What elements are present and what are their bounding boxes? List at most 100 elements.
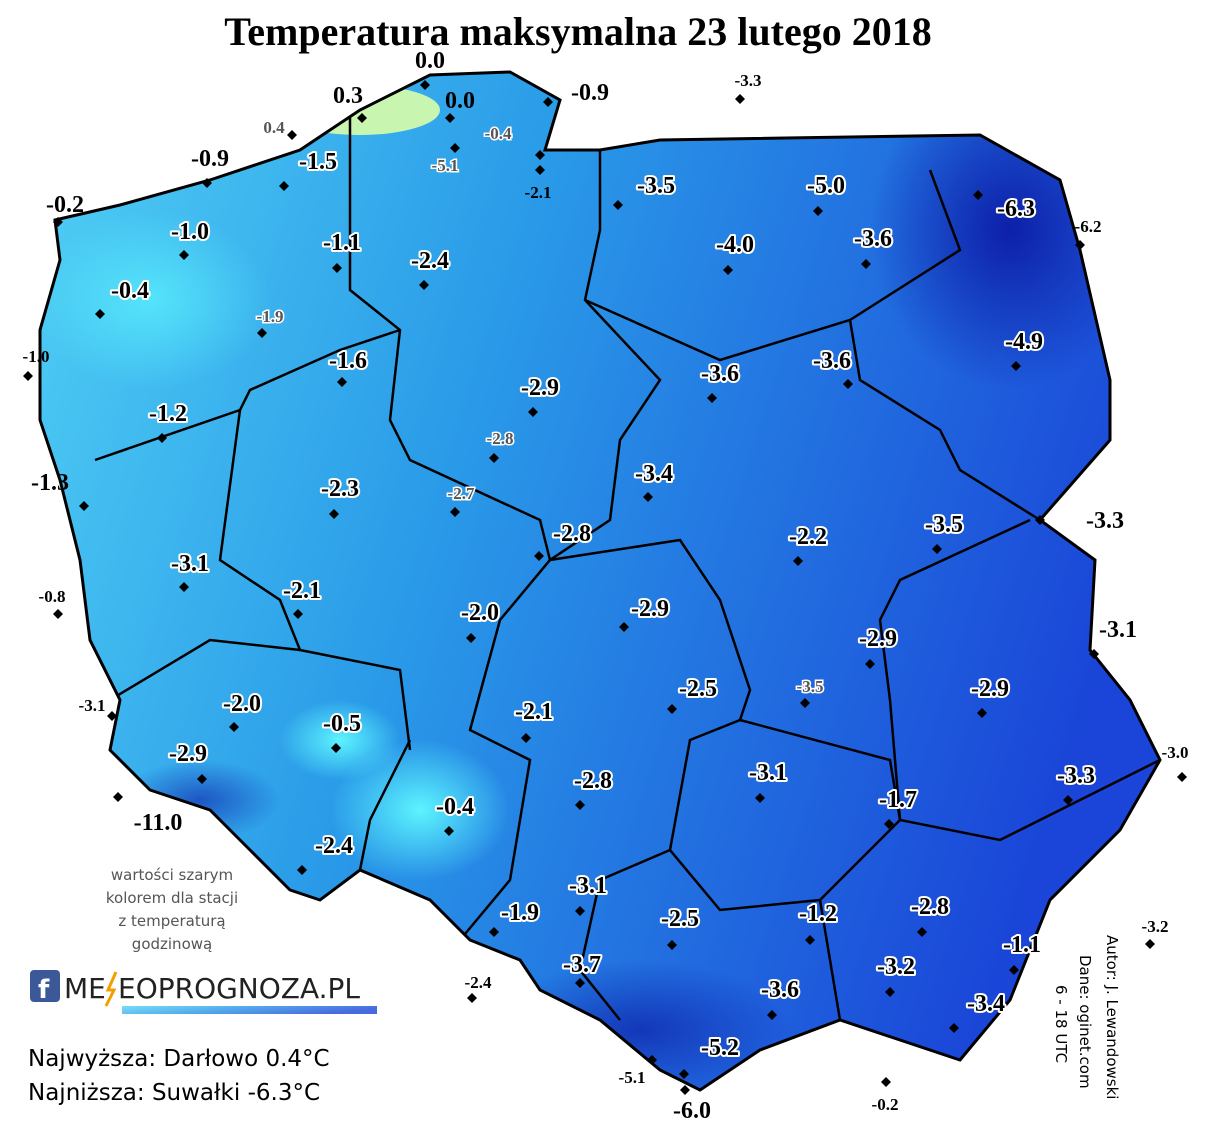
station-value: -1.7 bbox=[879, 787, 917, 813]
station-marker bbox=[723, 265, 733, 275]
logo-right: EOPROGNOZA.PL bbox=[118, 972, 360, 1005]
station-value: -3.1 bbox=[171, 551, 209, 577]
station-marker bbox=[157, 433, 167, 443]
station-marker bbox=[23, 371, 33, 381]
station-marker bbox=[332, 263, 342, 273]
station-marker bbox=[1011, 361, 1021, 371]
station-value: -2.1 bbox=[525, 183, 552, 202]
station-value: -3.6 bbox=[854, 226, 892, 252]
station-value: -2.2 bbox=[789, 524, 827, 550]
station-marker bbox=[1063, 795, 1073, 805]
station-value: -0.2 bbox=[872, 1095, 899, 1114]
station-marker bbox=[977, 708, 987, 718]
station-value: -3.3 bbox=[1057, 763, 1095, 789]
station-marker bbox=[113, 792, 123, 802]
station-value: -3.5 bbox=[797, 677, 824, 696]
station-value: -4.0 bbox=[716, 232, 754, 258]
station-marker bbox=[95, 309, 105, 319]
station-marker bbox=[793, 556, 803, 566]
station-marker bbox=[445, 113, 455, 123]
station-marker bbox=[843, 379, 853, 389]
station-value: -2.8 bbox=[487, 429, 514, 448]
station-value: -2.8 bbox=[553, 521, 591, 547]
station-marker bbox=[337, 377, 347, 387]
station-marker bbox=[1145, 939, 1155, 949]
station-value: -2.4 bbox=[465, 973, 492, 992]
station-value: -0.4 bbox=[111, 278, 149, 304]
station-value: 0.0 bbox=[415, 48, 445, 74]
station-marker bbox=[755, 793, 765, 803]
station-marker bbox=[419, 280, 429, 290]
note: wartości szarym kolorem dla stacji z tem… bbox=[106, 866, 238, 953]
station-value: -2.0 bbox=[461, 600, 499, 626]
station-value: -1.0 bbox=[23, 347, 50, 366]
station-marker bbox=[1089, 649, 1099, 659]
credit: Autor: J. Lewandowski bbox=[1103, 935, 1121, 1099]
station-marker bbox=[534, 551, 544, 561]
station-marker bbox=[861, 259, 871, 269]
station-marker bbox=[420, 80, 430, 90]
station-marker bbox=[575, 906, 585, 916]
station-value: 0.3 bbox=[333, 83, 363, 109]
station-value: -1.0 bbox=[171, 219, 209, 245]
station-value: -1.5 bbox=[299, 149, 337, 175]
note-line: kolorem dla stacji bbox=[106, 889, 238, 907]
extreme-max: Najwyższa: Darłowo 0.4°C bbox=[28, 1046, 330, 1072]
facebook-icon bbox=[30, 970, 60, 1002]
station-value: -3.2 bbox=[877, 954, 915, 980]
station-marker bbox=[331, 743, 341, 753]
station-marker bbox=[885, 987, 895, 997]
station-value: -1.3 bbox=[31, 470, 69, 496]
station-value: -3.1 bbox=[569, 873, 607, 899]
station-marker bbox=[543, 97, 553, 107]
station-value: -0.4 bbox=[485, 124, 512, 143]
station-marker bbox=[813, 206, 823, 216]
station-marker bbox=[680, 1085, 690, 1095]
station-marker bbox=[229, 722, 239, 732]
station-value: -2.4 bbox=[315, 833, 353, 859]
station-value: -2.8 bbox=[574, 768, 612, 794]
station-value: -5.1 bbox=[619, 1068, 646, 1087]
station-marker bbox=[805, 935, 815, 945]
station-value: -2.1 bbox=[283, 578, 321, 604]
logo: f ME EOPROGNOZA.PL bbox=[30, 970, 377, 1014]
station-value: -6.2 bbox=[1075, 217, 1102, 236]
station-value: -6.0 bbox=[673, 1098, 711, 1124]
station-marker bbox=[197, 774, 207, 784]
station-value: -2.9 bbox=[169, 741, 207, 767]
station-marker bbox=[521, 733, 531, 743]
station-value: -2.9 bbox=[859, 626, 897, 652]
station-marker bbox=[257, 328, 267, 338]
station-value: -1.2 bbox=[799, 901, 837, 927]
station-marker bbox=[287, 130, 297, 140]
station-marker bbox=[884, 819, 894, 829]
station-value: -2.4 bbox=[411, 248, 449, 274]
station-marker bbox=[329, 509, 339, 519]
station-value: -3.4 bbox=[967, 991, 1005, 1017]
station-marker bbox=[179, 250, 189, 260]
station-value: -3.1 bbox=[749, 760, 787, 786]
station-value: -11.0 bbox=[134, 810, 183, 836]
extreme-min: Najniższa: Suwałki -6.3°C bbox=[28, 1080, 320, 1106]
station-marker bbox=[279, 181, 289, 191]
station-value: -1.1 bbox=[1003, 932, 1041, 958]
station-value: -0.4 bbox=[436, 794, 474, 820]
station-value: -1.2 bbox=[149, 401, 187, 427]
station-value: -0.9 bbox=[571, 80, 609, 106]
station-marker bbox=[707, 393, 717, 403]
station-value: -0.2 bbox=[46, 192, 84, 218]
station-marker bbox=[973, 190, 983, 200]
note-line: wartości szarym bbox=[111, 866, 233, 884]
station-marker bbox=[575, 978, 585, 988]
station-marker bbox=[575, 800, 585, 810]
station-value: -2.3 bbox=[321, 476, 359, 502]
station-value: -2.0 bbox=[223, 691, 261, 717]
station-marker bbox=[357, 113, 367, 123]
station-marker bbox=[535, 150, 545, 160]
station-value: -2.5 bbox=[679, 676, 717, 702]
station-marker bbox=[767, 1010, 777, 1020]
note-line: godzinową bbox=[132, 935, 212, 953]
station-marker bbox=[53, 217, 63, 227]
station-value: -3.6 bbox=[701, 361, 739, 387]
station-marker bbox=[79, 501, 89, 511]
